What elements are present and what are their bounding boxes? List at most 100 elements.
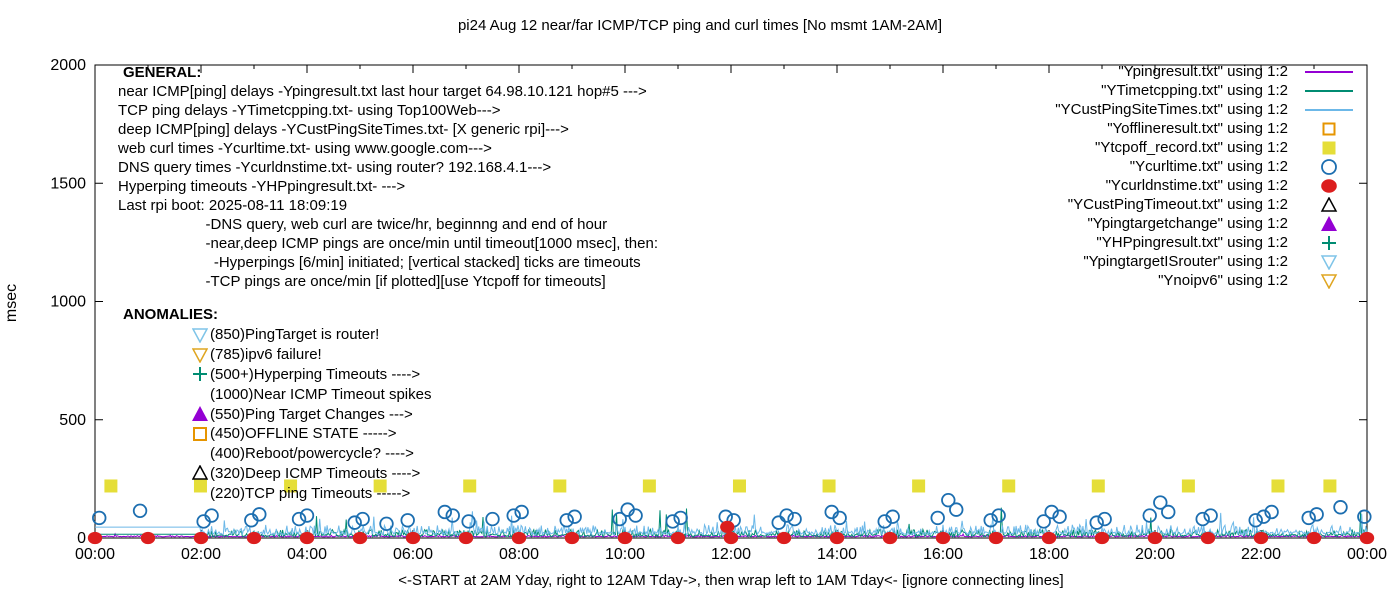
legend-label: "Ytcpoff_record.txt" using 1:2 [1095,139,1288,156]
legend-marker-icon [1305,108,1353,111]
anomaly-text: (550)Ping Target Changes ---> [210,405,413,423]
anomaly-row: (500+)Hyperping Timeouts ----> [192,365,431,385]
anomaly-marker-icon [192,465,208,481]
anomaly-marker-icon [193,426,207,441]
marker-circle-open [1301,510,1316,526]
anomalies-annotation: ANOMALIES: (850)PingTarget is router! (78… [118,305,431,503]
marker-circle-open [832,510,847,526]
y-tick-label: 2000 [50,57,86,74]
marker-circle-open [92,510,107,526]
general-line: -DNS query, web curl are twice/hr, begin… [118,216,608,233]
marker-square-filled [553,479,567,493]
anomalies-heading: ANOMALIES: [123,306,218,323]
legend-row: "YCustPingTimeout.txt" using 1:2 [1055,195,1358,214]
chart-title: pi24 Aug 12 near/far ICMP/TCP ping and c… [457,17,943,34]
marker-triangle-down-open [1320,273,1338,289]
marker-circle-open [628,508,643,523]
general-line: web curl times -Ycurltime.txt- using www… [118,140,492,157]
marker-circle-open [347,515,362,530]
marker-circle-open [559,513,574,528]
marker-circle-filled [352,531,368,545]
anomaly-row: (1000)Near ICMP Timeout spikes [192,384,431,404]
legend-row: "Ycurldnstime.txt" using 1:2 [1055,176,1358,195]
anomaly-row: (785)ipv6 failure! [192,345,431,365]
x-axis-caption: <-START at 2AM Yday, right to 12AM Tday-… [398,572,1064,589]
legend-row: "YCustPingSiteTimes.txt" using 1:2 [1055,100,1358,119]
marker-square-filled [193,479,207,493]
anomaly-marker-icon [192,347,208,363]
marker-square-filled [1091,479,1105,493]
marker-circle-open [949,502,964,517]
marker-square-filled [284,479,298,493]
marker-circle-open [930,510,945,526]
marker-circle-open [204,508,219,523]
legend-marker-icon [1321,215,1337,231]
general-line: -Hyperpings [6/min] initiated; [vertical… [118,254,641,271]
anomaly-text: (850)PingTarget is router! [210,326,380,344]
marker-circle-filled [1359,531,1375,545]
marker-circle-open [1264,504,1279,520]
marker-circle-open [291,511,307,527]
anomaly-row: (550)Ping Target Changes ---> [192,404,431,424]
anomaly-marker-icon [192,328,208,343]
legend-marker-icon [1320,196,1338,212]
legend-marker-icon [1305,70,1353,73]
anomaly-text: (500+)Hyperping Timeouts ----> [210,365,421,383]
legend-label: "YHPpingresult.txt" using 1:2 [1096,234,1288,251]
marker-circle-filled [140,531,156,545]
anomaly-marker-icon [192,406,208,422]
marker-triangle-up-filled [192,406,208,422]
general-line: deep ICMP[ping] delays -YCustPingSiteTim… [118,121,569,138]
marker-circle-filled [723,531,739,545]
marker-triangle-up-open [1320,196,1338,212]
marker-circle-open [885,509,900,524]
marker-square-filled [1271,479,1285,493]
marker-circle-open [612,511,627,527]
marker-square-filled [912,479,926,493]
y-tick-label: 0 [77,530,86,547]
legend-row: "Ytcpoff_record.txt" using 1:2 [1055,138,1358,157]
marker-circle-filled [776,531,792,545]
legend-marker-icon [1322,141,1336,154]
general-line: Last rpi boot: 2025-08-11 18:09:19 [118,197,348,214]
marker-circle-filled [1253,531,1269,545]
marker-circle-open [461,514,476,529]
general-line: -near,deep ICMP pings are once/min until… [118,235,658,252]
legend-marker-icon [1320,254,1338,270]
marker-circle-open [1044,504,1059,520]
y-axis-label: msec [3,283,20,323]
marker-circle-open [983,513,998,528]
marker-square-filled [104,479,118,493]
marker-square-filled [1181,479,1195,493]
marker-circle-open [485,511,500,527]
x-tick-label: 02:00 [181,546,221,563]
legend-marker-icon [1320,273,1338,289]
marker-circle-open [506,508,521,523]
x-tick-label: 20:00 [1135,546,1175,563]
legend-row: "Ycurltime.txt" using 1:2 [1055,157,1358,176]
marker-circle-open [379,516,394,532]
marker-circle-open [445,508,460,523]
marker-square-filled [642,479,656,493]
legend-row: "Ynoipv6" using 1:2 [1055,271,1358,290]
marker-triangle-up-open [192,465,208,481]
marker-square-open [1322,122,1336,135]
legend-label: "YpingtargetISrouter" using 1:2 [1083,253,1288,270]
legend-label: "YTimetcpping.txt" using 1:2 [1101,82,1288,99]
marker-circle-filled [458,531,474,545]
anomaly-row: (400)Reboot/powercycle? ----> [192,444,431,464]
legend-label: "YCustPingTimeout.txt" using 1:2 [1067,196,1288,213]
marker-circle-open [1248,513,1263,528]
marker-triangle-down-open [192,347,208,363]
general-line: -TCP pings are once/min [if plotted][use… [118,273,606,290]
legend-row: "Ypingtargetchange" using 1:2 [1055,214,1358,233]
x-tick-label: 12:00 [711,546,751,563]
marker-circle-filled [617,531,633,545]
general-line: DNS query times -Ycurldnstime.txt- using… [118,159,552,176]
general-line: near ICMP[ping] delays -Ypingresult.txt … [118,83,647,100]
marker-circle-open [1321,158,1337,175]
y-tick-label: 1500 [50,175,86,192]
legend-row: "Ypingresult.txt" using 1:2 [1055,62,1358,81]
general-line: Hyperping timeouts -YHPpingresult.txt- -… [118,178,406,195]
